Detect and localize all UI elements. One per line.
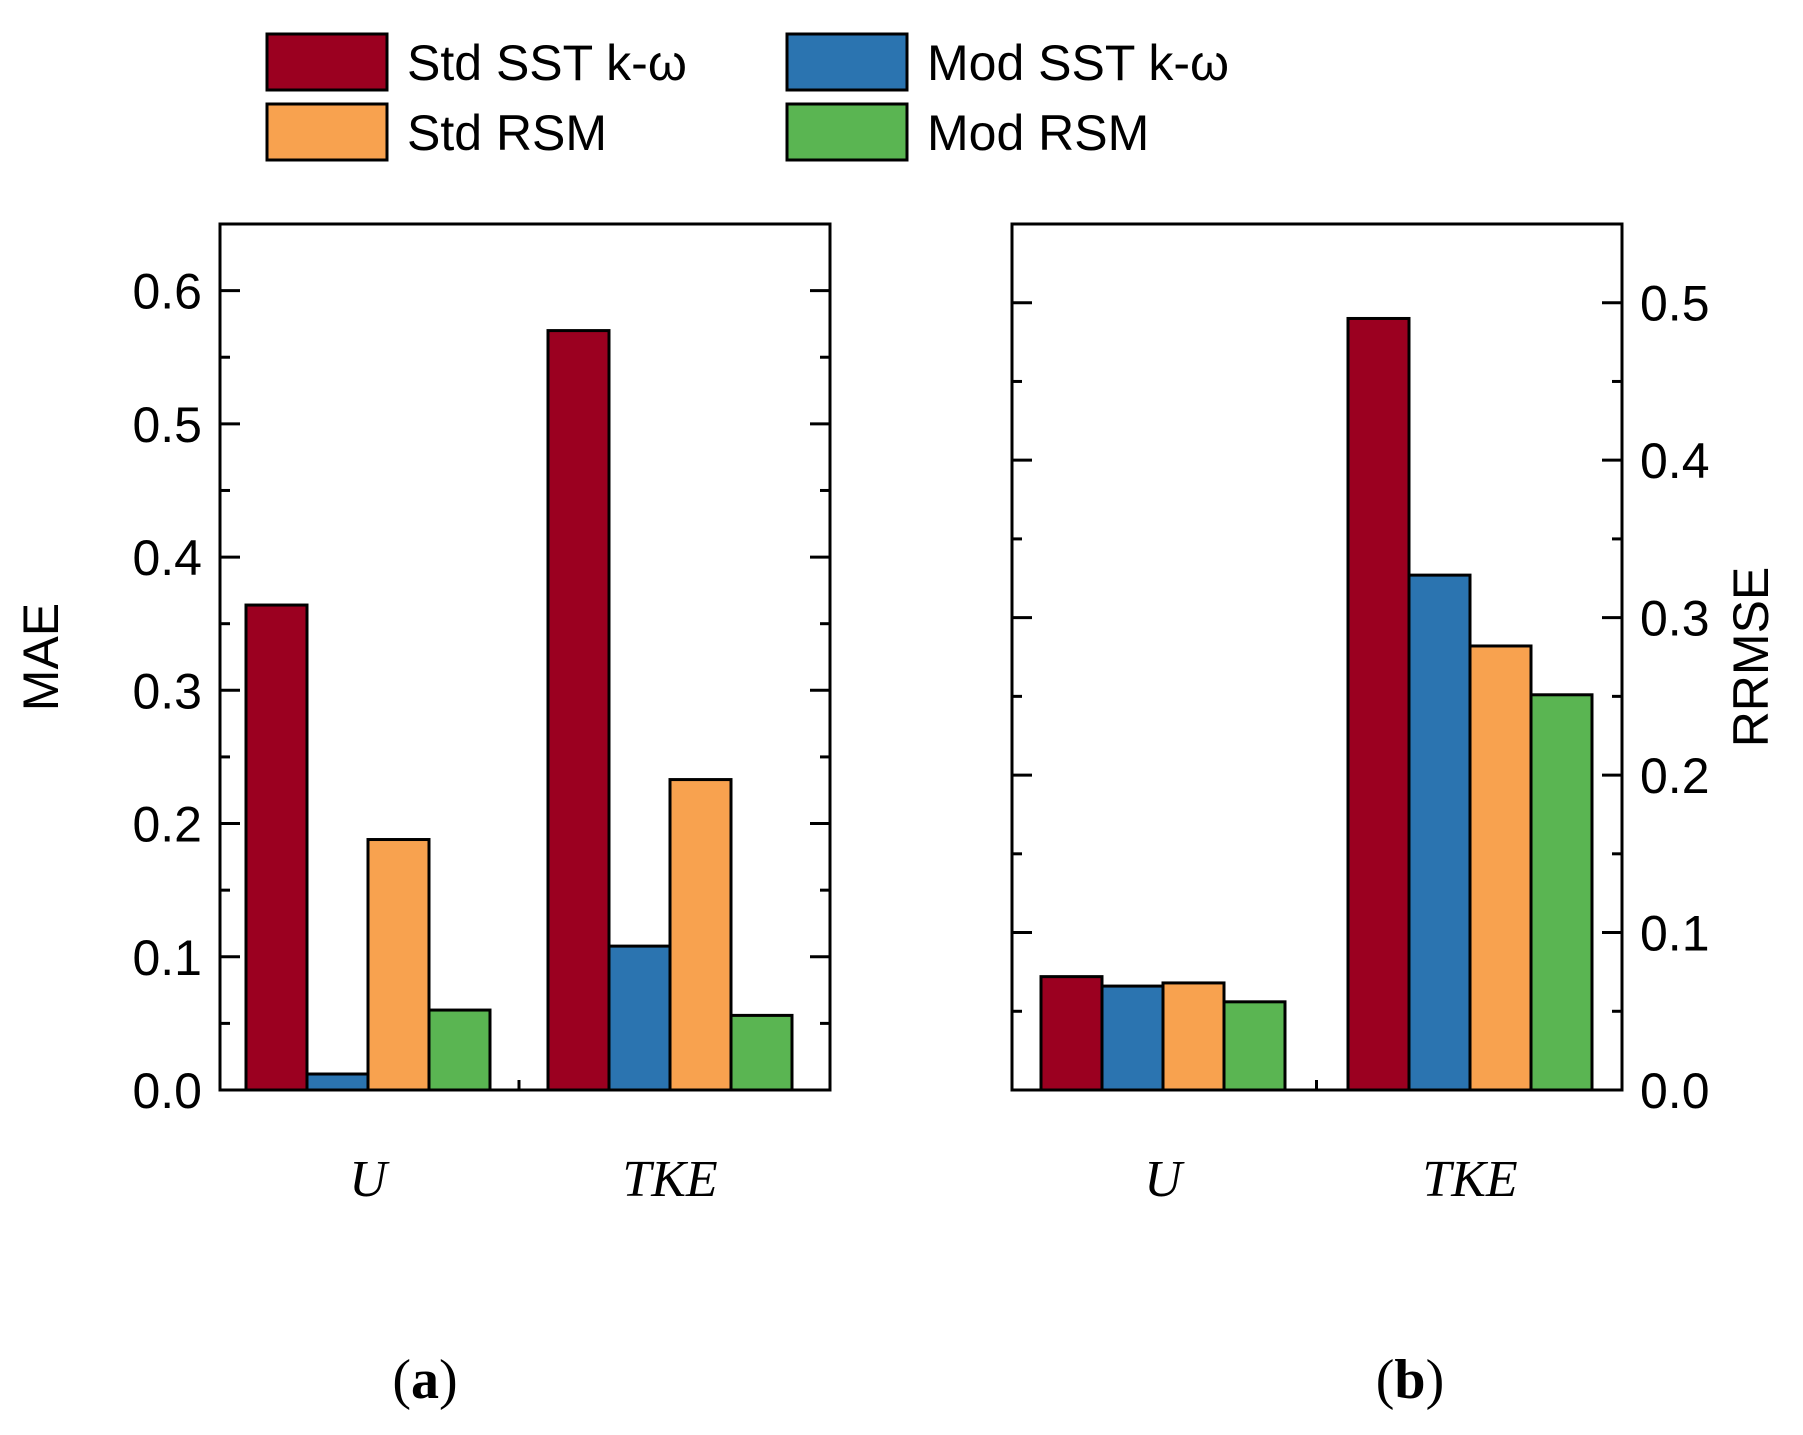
y-tick-label: 0.1 <box>1640 906 1710 962</box>
y-tick-label: 0.4 <box>132 530 202 586</box>
x-category-label: TKE <box>1422 1151 1517 1208</box>
bar-tke-3 <box>668 778 733 1092</box>
legend-swatch <box>265 32 389 92</box>
y-tick-label: 0.0 <box>1640 1063 1710 1119</box>
legend: Std SST k-ω Mod SST k-ω Std RSM Mod RSM <box>265 32 1229 162</box>
legend-label: Std SST k-ω <box>407 35 687 91</box>
legend-label: Mod SST k-ω <box>927 35 1229 91</box>
bar-u-3 <box>366 838 431 1092</box>
bar-u-4 <box>1222 1000 1287 1092</box>
panel-letter: b <box>1394 1349 1425 1411</box>
bar-tke-1 <box>1346 316 1411 1092</box>
y-axis-title: MAE <box>13 603 69 711</box>
legend-swatch <box>785 102 909 162</box>
panel-label: (b) <box>1376 1349 1444 1411</box>
y-tick-label: 0.2 <box>1640 748 1710 804</box>
bar-tke-1 <box>546 329 611 1092</box>
bar-tke-2 <box>607 944 672 1092</box>
plot-frame <box>218 222 832 1092</box>
panel-a-mae: 0.0 0.1 0.2 0.3 0.4 0.5 0.6 U TKE MAE (a) <box>13 222 832 1411</box>
bar-tke-3 <box>1468 644 1533 1092</box>
y-tick-label: 0.4 <box>1640 433 1710 489</box>
y-tick-label: 0.2 <box>132 797 202 853</box>
panel-b-rrmse: 0.0 0.1 0.2 0.3 0.4 0.5 U TKE RRMSE (b) <box>1010 222 1779 1411</box>
legend-label: Std RSM <box>407 105 607 161</box>
bar-tke-4 <box>729 1013 794 1092</box>
panel-letter: a <box>411 1349 439 1411</box>
bar-u-3 <box>1161 981 1226 1092</box>
legend-label: Mod RSM <box>927 105 1149 161</box>
bar-u-2 <box>1100 984 1165 1092</box>
y-tick-label: 0.3 <box>1640 591 1710 647</box>
y-tick-label: 0.0 <box>132 1063 202 1119</box>
y-tick-label: 0.6 <box>132 264 202 320</box>
y-tick-label: 0.3 <box>132 663 202 719</box>
bar-tke-4 <box>1529 693 1594 1092</box>
bar-u-1 <box>1039 975 1104 1092</box>
legend-swatch <box>785 32 909 92</box>
y-tick-label: 0.1 <box>132 930 202 986</box>
bar-u-2 <box>305 1072 370 1092</box>
x-category-label: U <box>349 1151 390 1208</box>
panel-label: (a) <box>392 1349 457 1411</box>
y-axis-title: RRMSE <box>1723 567 1779 748</box>
x-category-label: TKE <box>622 1151 717 1208</box>
x-category-label: U <box>1144 1151 1185 1208</box>
bar-u-1 <box>244 603 309 1092</box>
bar-u-4 <box>427 1008 492 1092</box>
y-tick-label: 0.5 <box>1640 276 1710 332</box>
legend-swatch <box>265 102 389 162</box>
bar-tke-2 <box>1407 573 1472 1092</box>
y-tick-label: 0.5 <box>132 397 202 453</box>
